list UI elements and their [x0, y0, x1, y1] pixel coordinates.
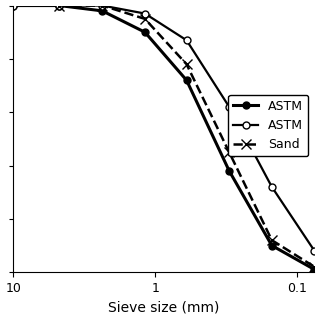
Line: ASTM: ASTM	[10, 2, 318, 254]
ASTM	[12, 4, 15, 7]
ASTM	[57, 4, 61, 7]
ASTM	[227, 105, 231, 109]
ASTM	[270, 185, 274, 189]
ASTM	[57, 4, 61, 7]
Line: Sand: Sand	[54, 1, 319, 272]
Sand	[313, 265, 316, 269]
ASTM	[100, 4, 104, 7]
X-axis label: Sieve size (mm): Sieve size (mm)	[108, 300, 220, 315]
Sand	[227, 150, 231, 154]
Legend: ASTM, ASTM, Sand: ASTM, ASTM, Sand	[228, 95, 308, 156]
Sand	[185, 62, 188, 66]
ASTM	[100, 9, 104, 13]
Sand	[143, 17, 147, 21]
ASTM	[313, 249, 316, 253]
ASTM	[143, 30, 147, 34]
Sand	[270, 238, 274, 242]
ASTM	[12, 4, 15, 7]
Line: ASTM: ASTM	[10, 2, 318, 273]
Sand	[100, 4, 104, 7]
ASTM	[185, 78, 188, 82]
Sand	[57, 4, 61, 7]
ASTM	[227, 169, 231, 173]
ASTM	[143, 12, 147, 15]
ASTM	[270, 244, 274, 247]
ASTM	[185, 38, 188, 42]
ASTM	[313, 268, 316, 271]
